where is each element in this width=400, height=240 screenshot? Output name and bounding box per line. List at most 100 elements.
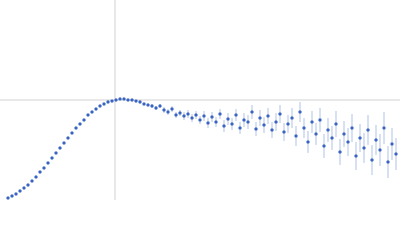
data-point <box>342 132 346 136</box>
data-point <box>82 118 86 122</box>
data-point <box>286 122 290 126</box>
data-point <box>6 196 10 200</box>
data-point <box>338 150 342 154</box>
data-point <box>126 98 130 102</box>
data-point <box>330 136 334 140</box>
data-point <box>314 132 318 136</box>
data-point <box>382 126 386 130</box>
data-point <box>294 134 298 138</box>
data-point <box>234 113 238 117</box>
data-point <box>290 116 294 120</box>
data-point <box>74 126 78 130</box>
data-point <box>146 103 150 107</box>
data-point <box>10 194 14 198</box>
data-point <box>230 122 234 126</box>
data-point <box>66 136 70 140</box>
data-point <box>362 146 366 150</box>
data-point <box>350 126 354 130</box>
data-point <box>358 136 362 140</box>
data-point <box>174 113 178 117</box>
data-point <box>218 112 222 116</box>
data-point <box>70 131 74 135</box>
page: (() => { const data = JSON.parse(documen… <box>0 0 400 200</box>
data-point <box>298 110 302 114</box>
data-point <box>282 130 286 134</box>
data-point <box>38 170 42 174</box>
data-point <box>214 120 218 124</box>
data-point <box>162 108 166 112</box>
data-point <box>58 146 62 150</box>
data-point <box>22 186 26 190</box>
data-point <box>346 140 350 144</box>
data-point <box>222 124 226 128</box>
data-point <box>122 97 126 101</box>
data-point <box>178 111 182 115</box>
data-point <box>150 104 154 108</box>
data-point <box>54 151 58 155</box>
data-point <box>254 127 258 131</box>
data-point <box>326 128 330 132</box>
data-point <box>274 120 278 124</box>
data-point <box>62 141 66 145</box>
data-point <box>166 110 170 114</box>
data-point <box>50 156 54 160</box>
data-point <box>206 121 210 125</box>
data-point <box>250 110 254 114</box>
data-point <box>246 120 250 124</box>
data-point <box>110 99 114 103</box>
data-point <box>182 114 186 118</box>
data-point <box>142 102 146 106</box>
data-point <box>30 179 34 183</box>
data-point <box>118 97 122 101</box>
data-point <box>94 107 98 111</box>
data-point <box>90 110 94 114</box>
data-point <box>202 114 206 118</box>
data-point <box>386 160 390 164</box>
data-point <box>18 189 22 193</box>
data-point <box>334 122 338 126</box>
data-point <box>394 152 398 156</box>
data-point <box>138 100 142 104</box>
data-point <box>158 104 162 108</box>
data-point <box>238 126 242 130</box>
data-point <box>322 144 326 148</box>
data-point <box>78 122 82 126</box>
data-point <box>354 154 358 158</box>
data-point <box>258 116 262 120</box>
data-point <box>242 118 246 122</box>
data-point <box>186 112 190 116</box>
data-point <box>46 161 50 165</box>
data-point <box>194 113 198 117</box>
data-point <box>198 118 202 122</box>
data-point <box>86 113 90 117</box>
data-point <box>278 112 282 116</box>
data-point <box>210 115 214 119</box>
data-point <box>310 120 314 124</box>
data-point <box>390 142 394 146</box>
data-point <box>154 106 158 110</box>
data-point <box>98 104 102 108</box>
data-point <box>106 100 110 104</box>
data-point <box>14 192 18 196</box>
data-point <box>134 99 138 103</box>
data-point <box>306 140 310 144</box>
data-point <box>130 98 134 102</box>
data-point <box>374 138 378 142</box>
data-point <box>370 158 374 162</box>
data-point <box>34 175 38 179</box>
data-point <box>318 118 322 122</box>
data-point <box>378 148 382 152</box>
data-point <box>102 102 106 106</box>
data-point <box>266 114 270 118</box>
data-point <box>114 98 118 102</box>
data-point <box>262 123 266 127</box>
chart <box>0 0 400 200</box>
data-point <box>26 183 30 187</box>
data-point <box>366 128 370 132</box>
data-point <box>302 126 306 130</box>
data-point <box>226 117 230 121</box>
data-point <box>190 116 194 120</box>
data-point <box>270 128 274 132</box>
data-point <box>42 166 46 170</box>
data-point <box>170 107 174 111</box>
